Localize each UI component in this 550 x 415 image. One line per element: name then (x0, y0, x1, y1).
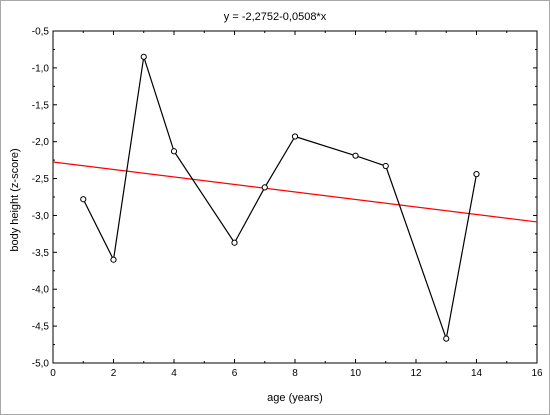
chart-title: y = -2,2752-0,0508*x (223, 11, 327, 23)
x-tick-label: 10 (350, 368, 362, 379)
x-tick-label: 12 (410, 368, 422, 379)
data-point (382, 162, 389, 170)
regression-line (52, 161, 538, 223)
x-tick-label: 4 (171, 368, 177, 379)
y-tick-label: -1,5 (32, 100, 50, 111)
data-point (80, 196, 87, 203)
data-point (140, 53, 147, 60)
x-tick-label: 0 (50, 368, 56, 379)
data-point (110, 256, 117, 263)
y-tick-label: -3,0 (32, 211, 50, 222)
y-tick-label: -0,5 (32, 27, 50, 38)
plot-area (52, 30, 538, 364)
data-point (170, 148, 178, 155)
y-tick-label: -1,0 (32, 63, 50, 74)
data-point (443, 335, 450, 342)
y-tick-label: -2,5 (32, 174, 50, 185)
data-point (231, 239, 238, 246)
x-tick-label: 2 (111, 368, 117, 379)
data-point (291, 133, 299, 140)
y-tick-label: -5,0 (32, 359, 50, 370)
x-tick-label: 6 (232, 368, 238, 379)
x-tick-label: 8 (292, 368, 298, 379)
y-tick-label: -4,5 (32, 322, 50, 333)
x-tick-label: 14 (471, 368, 483, 379)
y-tick-label: -4,0 (32, 285, 50, 296)
y-tick-label: -3,5 (32, 248, 50, 259)
x-axis-label: age (years) (267, 392, 323, 404)
data-point (473, 171, 480, 178)
data-point (352, 152, 359, 159)
y-tick-label: -2,0 (32, 137, 50, 148)
data-point (261, 184, 268, 191)
x-tick-label: 16 (531, 368, 543, 379)
y-axis-label: body height (z-score) (9, 148, 21, 252)
